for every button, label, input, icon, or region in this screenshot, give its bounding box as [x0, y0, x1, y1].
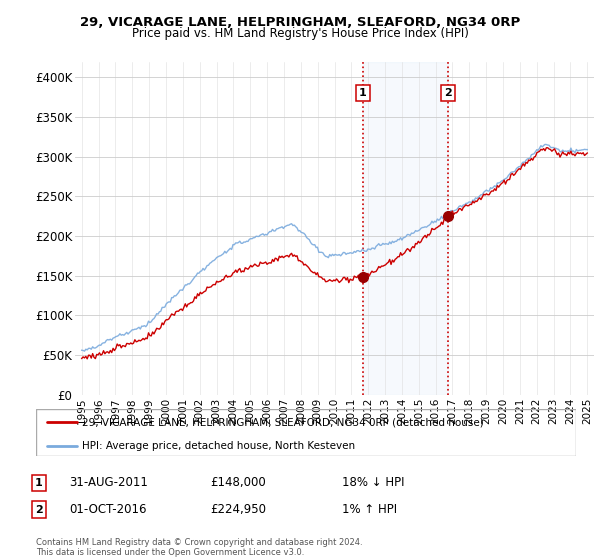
Text: HPI: Average price, detached house, North Kesteven: HPI: Average price, detached house, Nort… — [82, 441, 355, 451]
Text: 2: 2 — [445, 88, 452, 99]
Text: £148,000: £148,000 — [210, 476, 266, 489]
Text: £224,950: £224,950 — [210, 503, 266, 516]
Text: 18% ↓ HPI: 18% ↓ HPI — [342, 476, 404, 489]
Text: 1: 1 — [359, 88, 367, 99]
Text: Price paid vs. HM Land Registry's House Price Index (HPI): Price paid vs. HM Land Registry's House … — [131, 27, 469, 40]
Text: 1% ↑ HPI: 1% ↑ HPI — [342, 503, 397, 516]
Text: 01-OCT-2016: 01-OCT-2016 — [69, 503, 146, 516]
Text: Contains HM Land Registry data © Crown copyright and database right 2024.
This d: Contains HM Land Registry data © Crown c… — [36, 538, 362, 557]
Text: 1: 1 — [35, 478, 43, 488]
Bar — [362, 62, 448, 395]
Text: 31-AUG-2011: 31-AUG-2011 — [69, 476, 148, 489]
Text: 29, VICARAGE LANE, HELPRINGHAM, SLEAFORD, NG34 0RP (detached house): 29, VICARAGE LANE, HELPRINGHAM, SLEAFORD… — [82, 417, 484, 427]
Text: 2: 2 — [35, 505, 43, 515]
Text: 29, VICARAGE LANE, HELPRINGHAM, SLEAFORD, NG34 0RP: 29, VICARAGE LANE, HELPRINGHAM, SLEAFORD… — [80, 16, 520, 29]
